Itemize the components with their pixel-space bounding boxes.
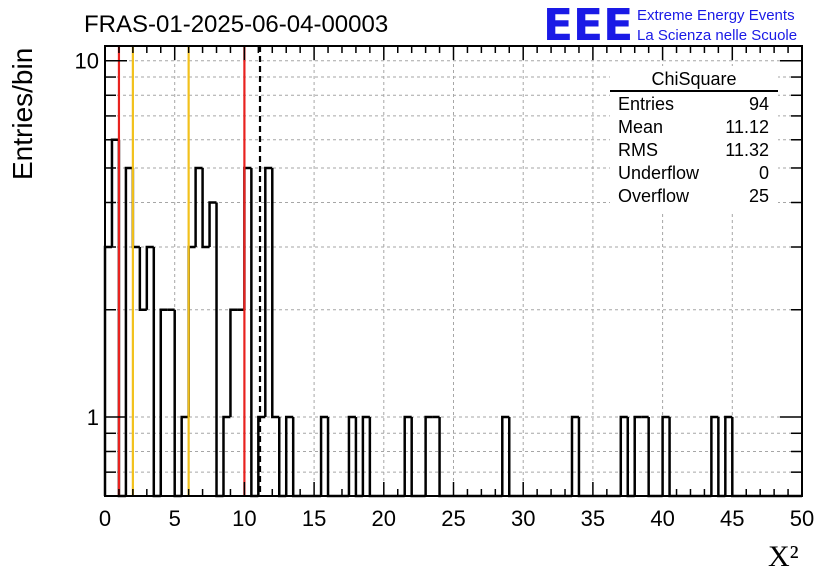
histogram-bin-76 (633, 415, 642, 496)
axes: 0 5 10 15 20 25 30 35 40 45 50 1 10 (75, 45, 814, 531)
y-tick-label-1: 10 (75, 49, 99, 74)
stat-value-overflow: 25 (749, 186, 769, 206)
histogram-bin-6 (145, 245, 154, 310)
histogram-bin-31 (319, 415, 329, 496)
histogram-bin-57 (501, 415, 510, 496)
x-tick-label-0: 0 (99, 506, 111, 531)
stat-value-underflow: 0 (759, 163, 769, 183)
histogram-bin-38 (368, 416, 377, 498)
histogram-bin-90 (731, 416, 740, 498)
x-tick-label-5: 25 (441, 506, 465, 531)
histogram-bin-43 (403, 415, 412, 496)
histogram-bin-11 (180, 415, 189, 496)
histogram-bin-8 (159, 308, 168, 496)
x-tick-label-4: 20 (372, 506, 396, 531)
histogram-bin-14 (201, 167, 210, 249)
x-tick-label-3: 15 (302, 506, 326, 531)
grid-layer (105, 46, 802, 496)
histogram-bin-87 (710, 415, 719, 496)
histogram-bin-5 (138, 247, 147, 311)
histogram-bin-22 (257, 415, 266, 496)
eee-logo-line2: La Scienza nelle Scuole (637, 27, 797, 44)
x-tick-label-7: 35 (581, 506, 605, 531)
x-tick-label-9: 45 (720, 506, 744, 531)
stat-value-rms: 11.32 (725, 140, 769, 160)
chart-title: FRAS-01-2025-06-04-00003 (84, 11, 388, 38)
histogram-bin-3 (124, 166, 133, 496)
histogram-bin-68 (577, 416, 586, 498)
eee-logo: EEE Extreme Energy Events La Scienza nel… (543, 0, 797, 51)
histogram-bin-13 (194, 166, 203, 248)
histogram-bin-48 (438, 416, 447, 498)
stat-label-underflow: Underflow (618, 163, 700, 183)
reference-lines (117, 46, 262, 496)
histogram-bin-32 (326, 416, 336, 498)
x-tick-label-1: 5 (169, 506, 181, 531)
histogram-bin-15 (208, 201, 217, 248)
x-tick-label-10: 50 (790, 506, 814, 531)
stat-label-mean: Mean (618, 117, 663, 137)
histogram-bin-0 (103, 245, 112, 496)
histogram-bin-74 (619, 415, 628, 496)
stat-label-entries: Entries (618, 94, 674, 114)
histogram-bin-35 (347, 415, 356, 496)
histogram-bin-23 (264, 166, 273, 417)
histogram-bin-44 (410, 416, 419, 498)
histogram-bin-17 (222, 415, 231, 496)
y-tick-label-0: 1 (87, 405, 99, 430)
histogram-bin-67 (570, 415, 579, 496)
histogram-bin-46 (424, 415, 433, 496)
stat-value-mean: 11.12 (725, 117, 769, 137)
x-tick-label-8: 40 (650, 506, 674, 531)
x-tick-label-6: 30 (511, 506, 535, 531)
x-tick-label-2: 10 (232, 506, 256, 531)
eee-logo-line1: Extreme Energy Events (637, 7, 795, 24)
stat-value-entries: 94 (749, 94, 769, 114)
histogram-bin-27 (291, 416, 301, 498)
histogram-bin-78 (647, 416, 656, 498)
stat-label-overflow: Overflow (618, 186, 690, 206)
histogram-bin-18 (229, 308, 238, 417)
eee-logo-mark: EEE (543, 0, 633, 51)
histogram-bin-89 (724, 415, 733, 496)
histogram-bin-37 (361, 415, 370, 496)
histogram-bin-26 (284, 415, 294, 496)
histogram-bin-58 (508, 416, 517, 498)
stats-box-title: ChiSquare (651, 69, 736, 89)
histogram-bin-80 (661, 415, 670, 496)
stat-label-rms: RMS (618, 140, 658, 160)
histogram-bin-81 (668, 416, 677, 498)
x-axis-label: X² (768, 540, 799, 572)
y-axis-label: Entries/bin (7, 48, 38, 180)
stats-box: ChiSquare Entries 94 Mean 11.12 RMS 11.3… (610, 66, 778, 212)
histogram-bin-24 (271, 167, 280, 419)
